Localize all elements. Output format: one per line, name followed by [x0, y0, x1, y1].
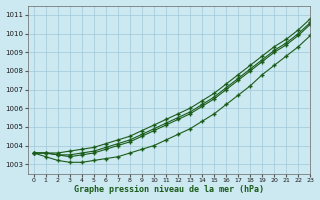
X-axis label: Graphe pression niveau de la mer (hPa): Graphe pression niveau de la mer (hPa)	[74, 185, 264, 194]
